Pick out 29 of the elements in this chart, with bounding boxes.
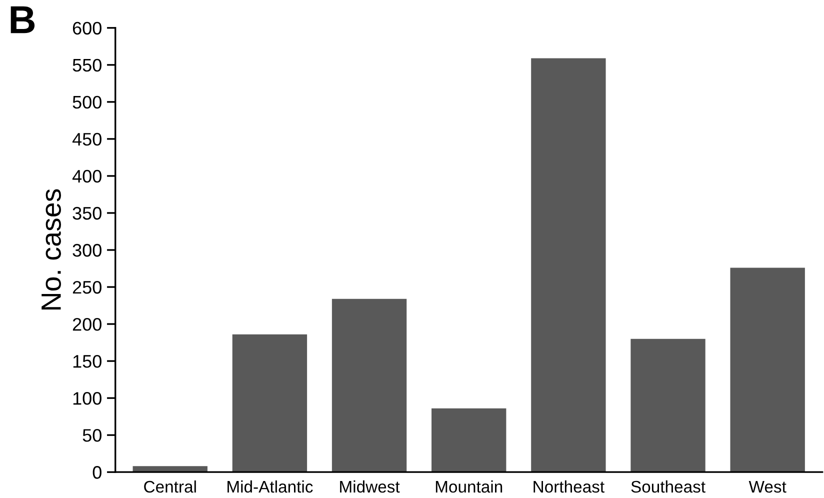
bar (531, 58, 606, 472)
y-tick-label: 450 (72, 132, 102, 146)
bar (332, 298, 407, 472)
bar (132, 466, 208, 472)
y-tick-label: 150 (73, 354, 102, 368)
bar (432, 408, 506, 472)
y-tick-label: 500 (72, 96, 102, 109)
y-tick-label: 200 (72, 318, 102, 331)
bar (232, 334, 308, 472)
x-tick-label: Mountain (436, 480, 502, 493)
x-tick-label: Midwest (340, 480, 400, 493)
x-tick-label: Mid-Atlantic (228, 480, 313, 493)
y-tick-label: 600 (72, 22, 102, 35)
bar (730, 268, 805, 472)
y-tick-label: 400 (72, 170, 102, 183)
y-tick-label: 250 (72, 280, 102, 294)
x-tick-label: Central (144, 480, 196, 493)
text: B (10, 6, 35, 34)
y-axis-title: No. cases (42, 189, 61, 310)
y-tick-label: 0 (92, 466, 102, 479)
x-tick-label: West (748, 481, 786, 493)
y-tick-label: 350 (72, 206, 102, 220)
x-tick-label: Southeast (631, 480, 706, 493)
y-tick-label: 550 (72, 58, 102, 72)
y-tick-label: 100 (73, 392, 102, 405)
y-tick-label: 50 (82, 429, 102, 442)
x-tick-label: Northeast (534, 480, 604, 493)
bar (630, 338, 706, 472)
y-tick-label: 300 (72, 244, 102, 257)
